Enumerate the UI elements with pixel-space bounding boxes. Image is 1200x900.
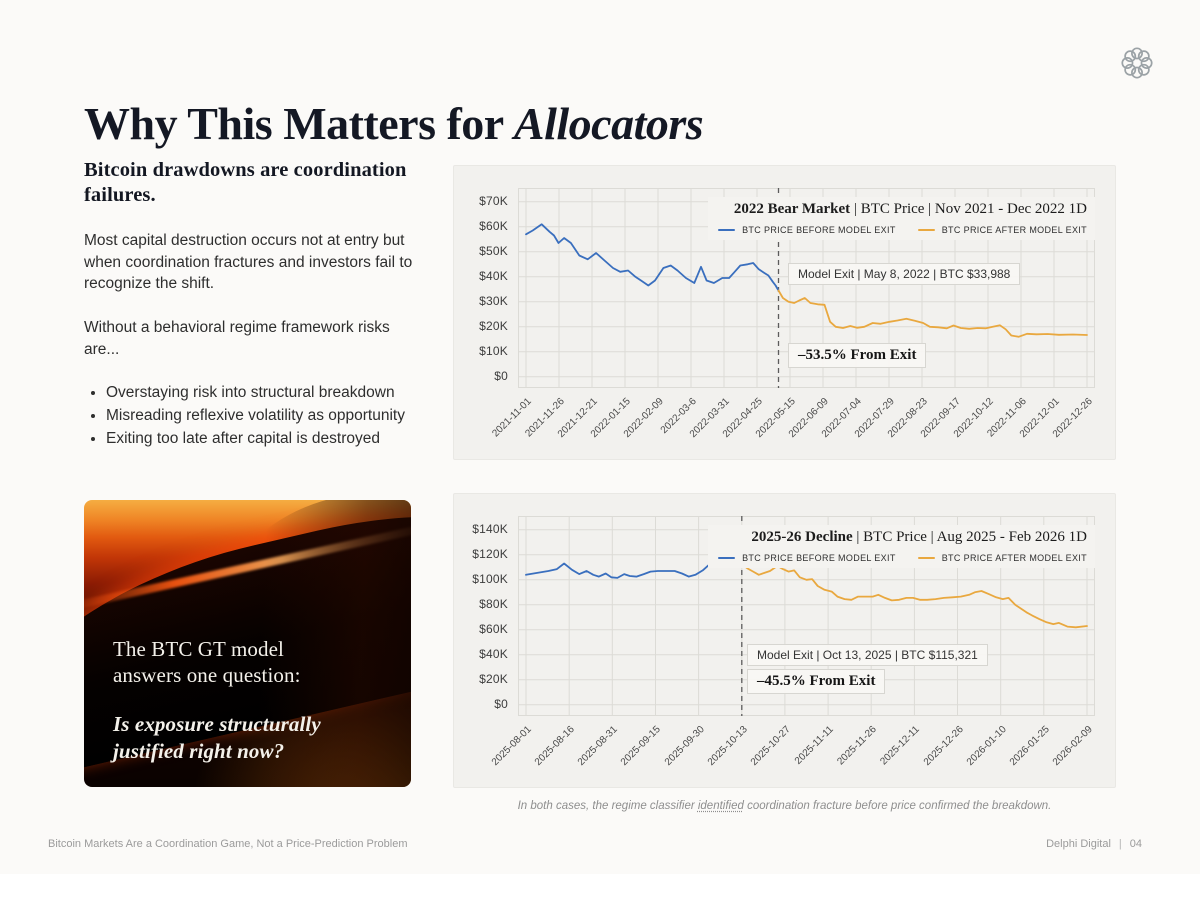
caption-underlined: identified	[697, 800, 744, 812]
footer-slide-title: Bitcoin Markets Are a Coordination Game,…	[48, 838, 408, 850]
chart-title: 2022 Bear Market | BTC Price | Nov 2021 …	[718, 201, 1087, 218]
y-tick-label: $80K	[479, 596, 508, 611]
legend-label: BTC PRICE BEFORE MODEL EXIT	[742, 553, 896, 563]
list-item: Overstaying risk into structural breakdo…	[106, 382, 416, 404]
legend-label: BTC PRICE BEFORE MODEL EXIT	[742, 225, 896, 235]
risk-bullets: Overstaying risk into structural breakdo…	[84, 382, 416, 449]
x-tick-label: 2026-01-25	[1007, 724, 1052, 768]
left-heading: Bitcoin drawdowns are coordination failu…	[84, 159, 407, 206]
chart-title-rest: | BTC Price | Aug 2025 - Feb 2026 1D	[852, 529, 1087, 545]
art-statement: The BTC GT model answers one question:	[113, 636, 301, 688]
x-tick-label: 2025-11-26	[835, 724, 879, 768]
chart-header: 2022 Bear Market | BTC Price | Nov 2021 …	[708, 197, 1095, 240]
list-item: Exiting too late after capital is destro…	[106, 428, 416, 450]
chart-card-2022-bear-market: $70K $60K $50K $40K $30K $20K $10K $0 2021-11-0…	[453, 165, 1116, 460]
y-tick-label: $140K	[472, 521, 508, 536]
y-tick-label: $120K	[472, 546, 508, 561]
left-column: Bitcoin drawdowns are coordination failu…	[84, 158, 416, 451]
left-paragraph-2: Without a behavioral regime framework ri…	[84, 319, 390, 358]
art-text-block: The BTC GT model answers one question: I…	[113, 636, 349, 766]
legend-dash-icon	[718, 228, 736, 232]
charts-caption: In both cases, the regime classifier ide…	[453, 800, 1116, 812]
chart-legend: BTC PRICE BEFORE MODEL EXIT BTC PRICE AFT…	[718, 225, 1087, 235]
y-tick-label: $60K	[479, 218, 508, 233]
chart-title: 2025-26 Decline | BTC Price | Aug 2025 -…	[718, 529, 1087, 546]
page-title: Why This Matters for Allocators	[84, 97, 704, 150]
y-tick-label: $40K	[479, 268, 508, 283]
x-tick-label: 2025-11-11	[792, 724, 836, 767]
legend-label: BTC PRICE AFTER MODEL EXIT	[941, 553, 1087, 563]
x-tick-label: 2025-08-31	[576, 724, 621, 768]
legend-item: BTC PRICE AFTER MODEL EXIT	[917, 553, 1087, 563]
bottom-margin-strip	[0, 874, 1200, 900]
legend-dash-icon	[917, 556, 935, 560]
legend-item: BTC PRICE AFTER MODEL EXIT	[917, 225, 1087, 235]
footer-separator: |	[1118, 838, 1122, 850]
y-tick-label: $20K	[479, 318, 508, 333]
drawdown-annotation: –45.5% From Exit	[747, 669, 886, 694]
y-tick-label: $60K	[479, 621, 508, 636]
y-tick-label: $100K	[472, 571, 508, 586]
y-tick-label: $40K	[479, 646, 508, 661]
x-tick-label: 2025-10-27	[748, 724, 793, 768]
y-tick-label: $0	[494, 696, 508, 711]
chart-card-2025-26-decline: $140K $120K $100K $80K $60K $40K $20K $0 2025-0…	[453, 493, 1116, 788]
y-tick-label: $0	[494, 368, 508, 383]
x-tick-label: 2025-10-13	[705, 724, 750, 768]
y-tick-label: $20K	[479, 671, 508, 686]
x-tick-label: 2025-08-16	[532, 724, 577, 768]
x-tick-label: 2026-02-09	[1050, 724, 1095, 768]
caption-post: coordination fracture before price confi…	[743, 800, 1052, 812]
legend-dash-icon	[718, 556, 736, 560]
legend-dash-icon	[917, 228, 935, 232]
x-tick-label: 2025-12-26	[921, 724, 966, 768]
y-tick-label: $50K	[479, 243, 508, 258]
chart-title-bold: 2022 Bear Market	[733, 201, 851, 217]
list-item: Misreading reflexive volatility as oppor…	[106, 405, 416, 427]
y-tick-label: $70K	[479, 193, 508, 208]
x-tick-label: 2026-01-10	[964, 724, 1009, 768]
footer-page-number: 04	[1129, 838, 1142, 850]
footer-brand: Delphi Digital	[1046, 838, 1111, 850]
drawdown-annotation: –53.5% From Exit	[788, 343, 927, 368]
x-tick-label: 2025-09-15	[619, 724, 664, 768]
page-title-regular: Why This Matters for	[84, 97, 514, 149]
legend-item: BTC PRICE BEFORE MODEL EXIT	[718, 553, 896, 563]
y-tick-label: $30K	[479, 293, 508, 308]
caption-pre: In both cases, the regime classifier	[517, 800, 698, 812]
y-tick-label: $10K	[479, 343, 508, 358]
legend-label: BTC PRICE AFTER MODEL EXIT	[941, 225, 1087, 235]
legend-item: BTC PRICE BEFORE MODEL EXIT	[718, 225, 896, 235]
chart-legend: BTC PRICE BEFORE MODEL EXIT BTC PRICE AFT…	[718, 553, 1087, 563]
model-exit-annotation: Model Exit | May 8, 2022 | BTC $33,988	[788, 263, 1021, 285]
btc-model-art-card: The BTC GT model answers one question: I…	[84, 500, 411, 787]
x-tick-label: 2025-09-30	[662, 724, 707, 768]
model-exit-annotation: Model Exit | Oct 13, 2025 | BTC $115,321	[747, 644, 988, 666]
x-tick-label: 2025-08-01	[489, 724, 534, 768]
art-question: Is exposure structurally justified right…	[113, 712, 321, 764]
page-title-italic: Allocators	[513, 97, 704, 149]
left-paragraph-1: Most capital destruction occurs not at e…	[84, 232, 413, 293]
chart-title-bold: 2025-26 Decline	[751, 529, 853, 545]
chart-title-rest: | BTC Price | Nov 2021 - Dec 2022 1D	[850, 201, 1087, 217]
footer-brand-page: Delphi Digital | 04	[1046, 838, 1142, 850]
delphi-logo-icon	[1120, 46, 1154, 80]
chart-header: 2025-26 Decline | BTC Price | Aug 2025 -…	[708, 525, 1095, 568]
x-tick-label: 2025-12-11	[878, 724, 923, 768]
